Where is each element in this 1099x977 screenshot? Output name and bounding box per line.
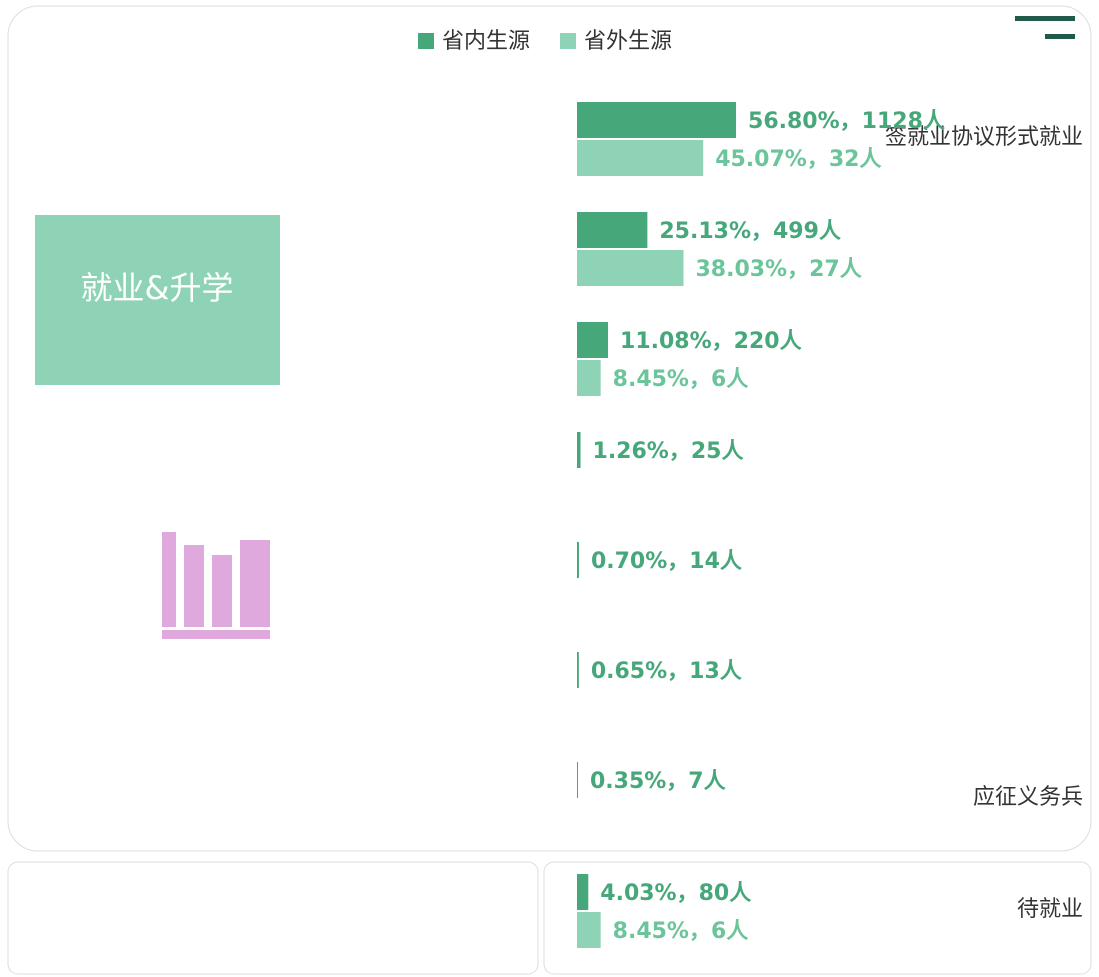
value-label: 0.70%，14人 [591, 549, 742, 574]
icon-books [162, 532, 270, 639]
legend-swatch [560, 33, 577, 49]
card [35, 215, 280, 385]
value-label: 8.45%，6人 [613, 919, 749, 944]
value-label: 45.07%，32人 [715, 147, 881, 172]
panel [7, 861, 539, 975]
legend-label: 省内生源 [442, 29, 530, 54]
bar [577, 762, 578, 798]
value-label: 8.45%，6人 [613, 367, 749, 392]
bar [577, 874, 589, 910]
bar [577, 432, 581, 468]
legend-swatch [418, 33, 434, 49]
bar [577, 250, 684, 286]
value-label: 38.03%，27人 [695, 257, 861, 282]
menu-icon[interactable] [1015, 16, 1075, 39]
panel [543, 861, 1092, 975]
category-label: 签就业协议形式就业 [885, 125, 1083, 150]
value-label: 56.80%，1128人 [748, 109, 945, 134]
category-label: 待就业 [1017, 897, 1083, 922]
bar [577, 102, 737, 138]
value-label: 25.13%，499人 [659, 219, 841, 244]
value-label: 11.08%，220人 [620, 329, 802, 354]
value-label: 0.35%，7人 [590, 769, 726, 794]
bar [577, 212, 648, 248]
bar [577, 322, 609, 358]
bar [577, 912, 601, 948]
legend-label: 省外生源 [584, 29, 672, 54]
value-label: 0.65%，13人 [591, 659, 742, 684]
bar [577, 652, 579, 688]
category-label: 应征义务兵 [973, 785, 1083, 810]
value-label: 1.26%，25人 [593, 439, 744, 464]
card-title: 就业&升学 [81, 269, 234, 307]
value-label: 4.03%，80人 [600, 881, 751, 906]
bar [577, 140, 704, 176]
bar [577, 360, 601, 396]
bar [577, 542, 579, 578]
